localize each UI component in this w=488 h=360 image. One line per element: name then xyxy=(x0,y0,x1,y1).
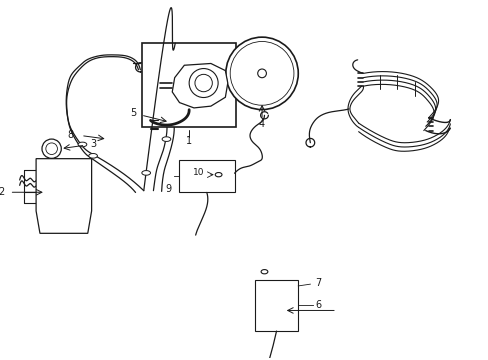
Bar xyxy=(254,279,298,331)
Ellipse shape xyxy=(162,137,170,141)
Ellipse shape xyxy=(88,153,97,158)
Circle shape xyxy=(257,69,266,78)
Polygon shape xyxy=(36,159,91,233)
Bar xyxy=(179,161,234,193)
Ellipse shape xyxy=(142,171,150,175)
Text: 8: 8 xyxy=(67,130,74,140)
Ellipse shape xyxy=(215,172,222,177)
Circle shape xyxy=(42,139,61,158)
Text: 5: 5 xyxy=(129,108,136,118)
Text: 9: 9 xyxy=(165,184,171,194)
Bar xyxy=(142,43,236,127)
Circle shape xyxy=(230,41,293,105)
Circle shape xyxy=(46,143,57,154)
Text: 3: 3 xyxy=(90,139,96,149)
Circle shape xyxy=(195,74,212,92)
Text: 10: 10 xyxy=(192,168,203,177)
Circle shape xyxy=(189,68,218,98)
Text: 2: 2 xyxy=(0,187,5,197)
Polygon shape xyxy=(172,63,227,108)
Circle shape xyxy=(225,37,298,109)
Text: 7: 7 xyxy=(315,278,321,288)
Ellipse shape xyxy=(261,270,267,274)
Text: 1: 1 xyxy=(186,136,192,146)
Ellipse shape xyxy=(78,142,86,147)
Text: 6: 6 xyxy=(315,300,321,310)
Text: 4: 4 xyxy=(259,119,264,129)
